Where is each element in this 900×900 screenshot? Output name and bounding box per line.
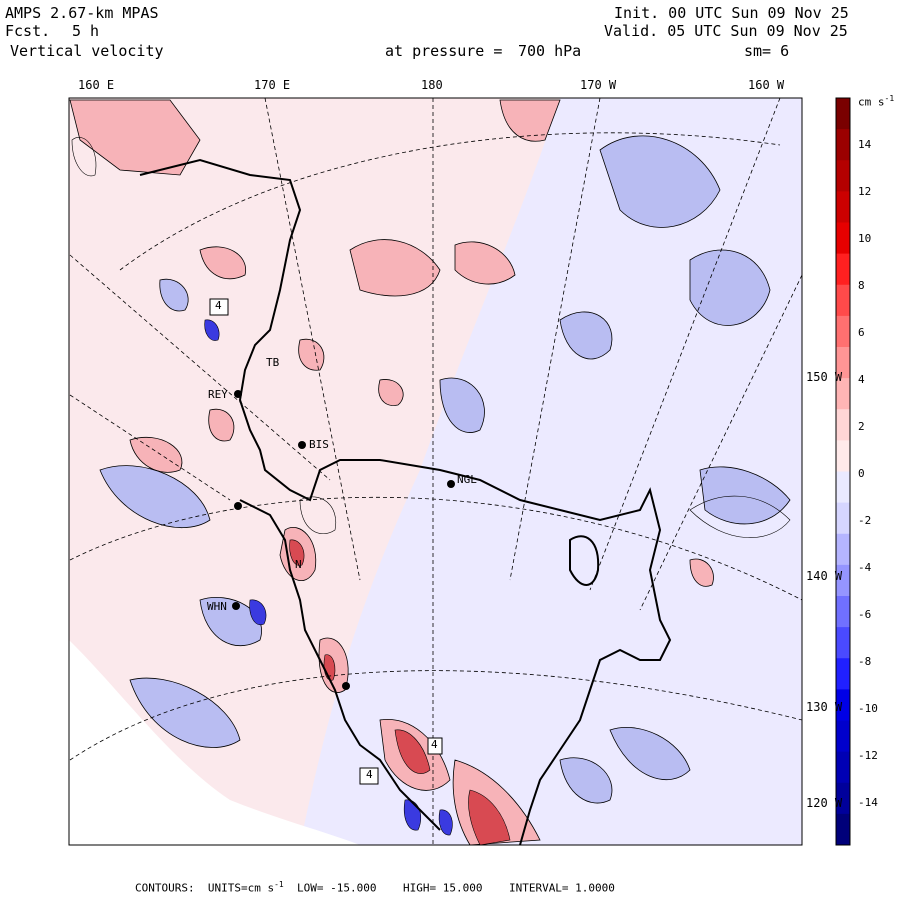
colorbar-frame xyxy=(835,97,851,846)
colorbar-tick-label: -6 xyxy=(858,608,872,621)
colorbar-swatch xyxy=(836,751,850,784)
colorbar-swatch xyxy=(836,129,850,161)
no-data-region xyxy=(69,640,360,845)
station-markers xyxy=(232,390,455,690)
label-box-2 xyxy=(427,737,443,755)
colorbar-swatch xyxy=(836,658,850,690)
colorbar-tick-label: 4 xyxy=(858,373,865,386)
colorbar-swatch xyxy=(836,191,850,223)
colorbar-tick-label: -10 xyxy=(858,702,878,715)
colorbar-tick-label: 0 xyxy=(858,467,865,480)
colorbar-tick-label: 12 xyxy=(858,185,872,198)
colorbar-swatch xyxy=(836,564,850,597)
colorbar-swatch xyxy=(836,471,850,504)
model-title: AMPS 2.67-km MPAS xyxy=(5,4,159,22)
colorbar-swatch xyxy=(836,782,850,815)
colorbar-tick-label: 10 xyxy=(858,232,872,245)
colorbar-swatch xyxy=(836,596,850,628)
colorbar-swatch xyxy=(836,533,850,566)
colorbar-tick-label: -2 xyxy=(858,514,872,527)
colorbar-swatch xyxy=(836,222,850,255)
colorbar xyxy=(835,97,851,846)
colorbar-swatch xyxy=(836,627,850,659)
colorbar-swatch xyxy=(836,284,850,317)
lat-label-150w: 150 W xyxy=(806,370,843,384)
colorbar-swatch xyxy=(836,347,850,379)
colorbar-tick-label: -14 xyxy=(858,796,878,809)
colorbar-tick-label: 14 xyxy=(858,138,872,151)
station-extra-marker xyxy=(234,502,242,510)
smoothing-label: sm= 6 xyxy=(744,42,790,60)
lon-label-160w: 160 W xyxy=(748,78,785,92)
colorbar-swatch xyxy=(836,315,850,348)
lat-label-120w: 120 W xyxy=(806,796,843,810)
init-time: Init. 00 UTC Sun 09 Nov 25 xyxy=(614,4,849,22)
station-label-whn: WHN xyxy=(207,600,227,613)
colorbar-swatch xyxy=(836,813,850,846)
lon-label-170e: 170 E xyxy=(254,78,291,92)
station-label-tb: TB xyxy=(266,356,280,369)
lon-label-170w: 170 W xyxy=(580,78,617,92)
colorbar-swatch xyxy=(836,253,850,286)
station-rey-marker xyxy=(234,390,242,398)
colorbar-tick-label: 6 xyxy=(858,326,865,339)
colorbar-swatch xyxy=(836,689,850,721)
colorbar-swatch xyxy=(836,720,850,753)
colorbar-tick-label: -8 xyxy=(858,655,872,668)
variable-name: Vertical velocity xyxy=(10,42,164,60)
label-box-2-text: 4 xyxy=(431,738,438,751)
station-extra2-marker xyxy=(342,682,350,690)
forecast-value: 5 h xyxy=(72,22,100,40)
pressure-value: 700 hPa xyxy=(518,42,582,60)
colorbar-swatch xyxy=(836,409,850,441)
station-label-ngl: NGL xyxy=(457,473,477,486)
colorbar-units: cm s-1 xyxy=(858,94,895,109)
lat-label-130w: 130 W xyxy=(806,700,843,714)
colorbar-swatch xyxy=(836,502,850,535)
station-label-n: N xyxy=(295,558,302,571)
label-box-1-text: 4 xyxy=(215,299,222,312)
map-frame xyxy=(68,97,803,846)
station-label-rey: REY xyxy=(208,388,228,401)
label-box-3 xyxy=(359,767,379,785)
lat-label-140w: 140 W xyxy=(806,569,843,583)
label-box-1 xyxy=(209,298,229,316)
colorbar-swatch xyxy=(836,378,850,410)
forecast-label: Fcst. xyxy=(5,22,51,40)
valid-time: Valid. 05 UTC Sun 09 Nov 25 xyxy=(604,22,848,40)
weak-ascent-region xyxy=(69,98,560,845)
colorbar-tick-label: 2 xyxy=(858,420,865,433)
station-label-bis: BIS xyxy=(309,438,329,451)
station-ngl-marker xyxy=(447,480,455,488)
colorbar-tick-label: 8 xyxy=(858,279,865,292)
footer-contours: CONTOURS: UNITS=cm s-1 LOW= -15.000 HIGH… xyxy=(135,880,615,895)
lon-label-180: 180 xyxy=(421,78,443,92)
pressure-label: at pressure = xyxy=(385,42,503,60)
colorbar-tick-label: -12 xyxy=(858,749,878,762)
colorbar-tick-label: -4 xyxy=(858,561,872,574)
colorbar-swatch xyxy=(836,160,850,192)
colorbar-swatch xyxy=(836,98,850,130)
colorbar-swatch xyxy=(836,440,850,472)
station-whn-marker xyxy=(232,602,240,610)
station-bis-marker xyxy=(298,441,306,449)
label-box-3-text: 4 xyxy=(366,768,373,781)
lon-label-160e: 160 E xyxy=(78,78,115,92)
